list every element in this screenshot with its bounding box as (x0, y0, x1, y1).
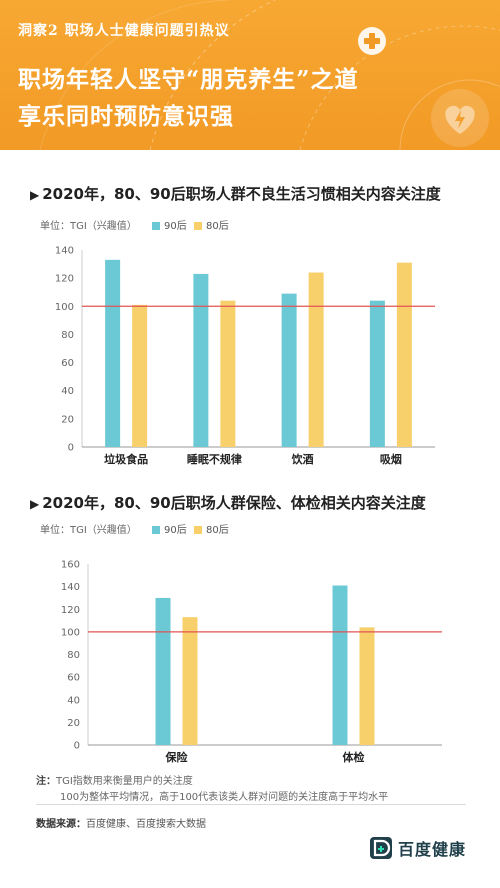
chart1-title: ▶ 2020年，80、90后职场人群不良生活习惯相关内容关注度 (30, 183, 441, 204)
header-kicker: 洞察2 职场人士健康问题引热议 (18, 23, 230, 39)
x-tick-label: 吸烟 (380, 452, 402, 466)
bar-90 (369, 300, 385, 447)
bar-90 (105, 259, 121, 447)
y-tick-label: 140 (61, 582, 80, 593)
chart2-plot: 0 20 40 60 80 100 120 140 160 保险 体检 (61, 560, 442, 764)
legend-swatch-90 (152, 526, 160, 534)
heart-lightning-icon (431, 89, 489, 147)
x-tick-label: 睡眠不规律 (187, 452, 242, 466)
bar-80 (182, 617, 198, 745)
source-label: 数据来源： (36, 819, 86, 830)
bar-90 (193, 273, 209, 447)
y-tick-label: 0 (68, 443, 74, 454)
legend-label-90: 90后 (164, 525, 187, 536)
legend-swatch-80 (194, 222, 202, 230)
data-source: 数据来源：百度健康、百度搜索大数据 (36, 815, 206, 830)
y-tick-label: 60 (67, 673, 80, 684)
header-banner: 洞察2 职场人士健康问题引热议 职场年轻人坚守“朋克养生”之道 享乐同时预防意识… (0, 0, 500, 150)
y-tick-label: 60 (61, 358, 74, 369)
brand-name: 百度健康 (398, 840, 467, 859)
x-tick-label: 饮酒 (291, 452, 314, 466)
y-tick-label: 80 (67, 650, 80, 661)
bar-80 (220, 300, 236, 447)
y-tick-label: 100 (55, 302, 74, 313)
bar-90 (281, 293, 297, 447)
header-title-line1: 职场年轻人坚守“朋克养生”之道 (18, 66, 359, 93)
x-tick-label: 体检 (343, 750, 365, 764)
note-line2: 100为整体平均情况，高于100代表该类人群对问题的关注度高于平均水平 (60, 792, 389, 803)
y-tick-label: 40 (67, 695, 80, 706)
header-title-line2: 享乐同时预防意识强 (18, 103, 234, 130)
triangle-bullet-icon: ▶ (30, 188, 40, 202)
chart2-legend-90: 90后 (152, 521, 187, 536)
chart1-unit: 单位：TGI（兴趣值） (40, 221, 137, 232)
footer-divider (36, 804, 466, 805)
x-tick-label: 保险 (165, 750, 189, 764)
y-tick-label: 80 (61, 330, 74, 341)
chart2-legend-80: 80后 (194, 521, 229, 536)
y-tick-label: 120 (61, 605, 80, 616)
note-text1: TGI指数用来衡量用户的关注度 (56, 776, 193, 787)
note-label: 注： (36, 776, 56, 787)
bar-80 (359, 627, 375, 745)
y-tick-label: 160 (61, 560, 80, 571)
y-tick-label: 140 (55, 246, 74, 257)
legend-label-80: 80后 (206, 221, 229, 232)
chart1-title-text: 2020年，80、90后职场人群不良生活习惯相关内容关注度 (42, 185, 441, 203)
chart2-unit: 单位：TGI（兴趣值） (40, 525, 137, 536)
legend-swatch-90 (152, 222, 160, 230)
legend-label-90: 90后 (164, 221, 187, 232)
legend-label-80: 80后 (206, 525, 229, 536)
bar-90 (155, 597, 171, 745)
brand-logo: 百度健康 (370, 835, 466, 861)
triangle-bullet-icon: ▶ (30, 497, 40, 511)
note-line1: 注：TGI指数用来衡量用户的关注度 (36, 772, 193, 787)
chart2-title: ▶ 2020年，80、90后职场人群保险、体检相关内容关注度 (30, 492, 426, 513)
source-text: 百度健康、百度搜索大数据 (86, 819, 206, 830)
y-tick-label: 0 (74, 741, 80, 752)
y-tick-label: 20 (61, 414, 74, 425)
y-tick-label: 40 (61, 386, 74, 397)
x-tick-label: 垃圾食品 (104, 452, 148, 466)
chart2-title-text: 2020年，80、90后职场人群保险、体检相关内容关注度 (42, 494, 426, 512)
legend-swatch-80 (194, 526, 202, 534)
bar-80 (396, 262, 412, 447)
bar-90 (332, 585, 348, 745)
bar-80 (132, 304, 148, 447)
chart1-plot: 0 20 40 60 80 100 120 140 垃圾食品 睡眠不规律 饮酒 吸烟 (55, 246, 435, 466)
cross-badge-icon (358, 27, 386, 55)
y-tick-label: 100 (61, 627, 80, 638)
bar-80 (308, 272, 324, 447)
y-tick-label: 120 (55, 274, 74, 285)
chart1-legend-90: 90后 (152, 217, 187, 232)
baidu-health-logo-icon (370, 837, 392, 859)
chart1-legend-80: 80后 (194, 217, 229, 232)
y-tick-label: 20 (67, 718, 80, 729)
